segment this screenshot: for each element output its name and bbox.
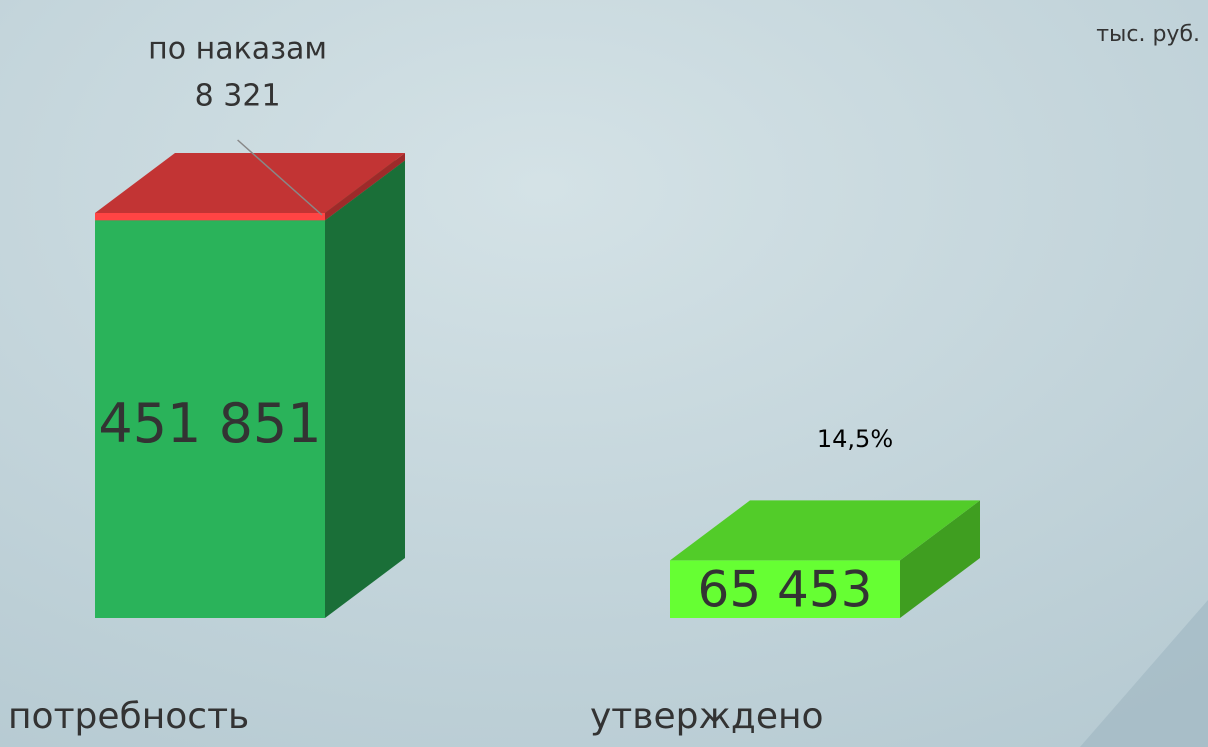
annotation: 14,5% [817,425,893,453]
bar-side [325,160,405,618]
value-label: 8 321 [195,79,281,114]
value-label: 65 453 [698,561,873,619]
value-label: 451 851 [98,392,321,455]
bar-front [670,560,900,618]
bar-side [325,153,405,221]
leader-line [237,139,323,216]
corner-shade [1080,600,1208,747]
bar-top [95,153,405,213]
bar-front [95,213,325,221]
unit-label: тыс. руб. [1096,22,1200,47]
category-label: утверждено [590,696,824,737]
bar-front [95,220,325,618]
category-label: потребность [8,696,249,737]
bar-top [670,500,980,561]
series-name: по наказам [148,32,327,67]
bar-side [900,500,980,618]
